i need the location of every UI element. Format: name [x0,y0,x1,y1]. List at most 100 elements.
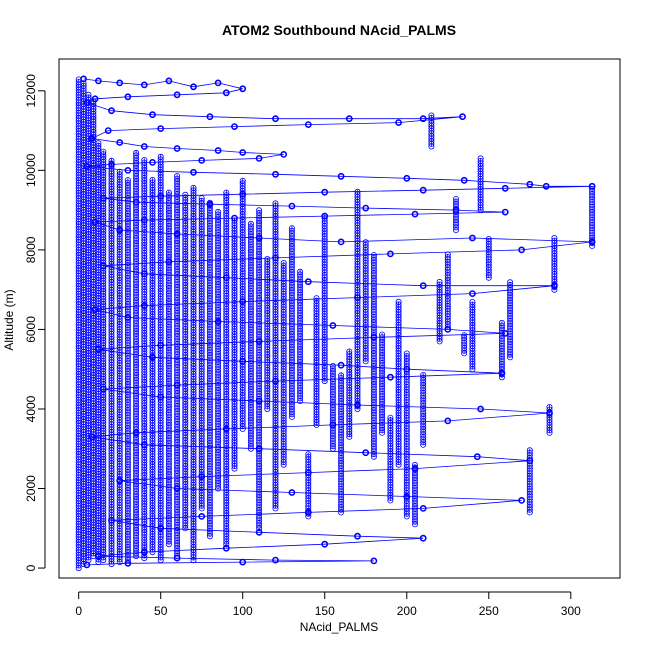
profile-point [85,94,92,101]
profile-column [420,371,427,448]
data-point [329,322,337,329]
data-point [149,158,156,166]
data-point [198,156,206,164]
profile-point [80,80,87,87]
data-point [321,188,329,196]
profile-column [116,168,123,566]
data-point [116,79,124,87]
data-point [140,81,148,89]
data-point [255,528,263,536]
data-point [104,127,112,134]
data-point [173,91,181,99]
data-point [239,149,247,156]
y-axis-label: Altitude (m) [2,289,16,350]
profile-column [215,208,222,492]
data-point [214,79,222,87]
profile-point [108,157,115,164]
profile-column [75,76,82,572]
data-point [255,154,263,162]
data-point [231,123,238,130]
data-point [288,202,296,210]
profile-point [165,189,172,196]
profile-column [313,295,320,428]
data-point [222,89,230,97]
data-point [272,556,279,564]
data-point [198,513,206,520]
profile-column [444,251,451,333]
data-point [501,208,509,216]
profile-column [206,199,213,540]
profile-column [85,91,92,564]
data-point [95,77,102,85]
data-point [321,540,329,548]
data-point [370,557,378,565]
data-point [272,115,279,123]
profile-column [288,225,295,420]
profile-column [174,173,181,560]
data-point [173,145,181,152]
profile-column [165,189,172,548]
data-point [140,143,148,150]
profile-point [108,160,115,167]
profile-column [395,298,402,468]
data-point [337,238,345,246]
data-point [411,210,419,218]
data-point [362,449,370,457]
data-point [468,290,476,297]
data-point [165,77,173,85]
data-point [222,544,230,552]
profile-point [141,159,148,166]
data-point [419,504,427,512]
data-point [190,83,197,91]
data-point [288,489,296,496]
data-point [419,534,427,542]
profile-point [90,98,97,105]
data-point [108,107,115,115]
profile-point [116,171,123,178]
profile-column [411,461,418,528]
profile-point [90,100,97,107]
profile-column [338,372,345,516]
data-point [337,172,345,180]
data-point [124,93,132,101]
profile-column [124,177,131,564]
data-point [304,278,312,286]
data-point [444,417,452,425]
profile-point [124,177,131,184]
data-point [477,405,484,413]
profile-column [403,350,410,520]
x-axis-label: NAcid_PALMS [300,620,378,634]
profile-column [108,157,115,568]
data-point [190,168,197,176]
profile-point [133,152,140,159]
data-point [419,186,427,194]
profile-column [149,176,156,556]
data-point [501,184,509,192]
data-point [272,170,279,178]
data-layer [75,75,596,572]
profile-column [100,148,107,564]
data-point [403,174,411,182]
data-point [206,113,214,121]
profile-column [133,149,140,560]
profile-column [182,191,189,532]
data-point [395,119,402,126]
data-point [542,182,550,190]
profile-column [436,278,443,345]
profile-point [100,148,107,155]
data-point [518,496,525,504]
profile-point [80,82,87,89]
data-point [518,246,525,254]
data-point [149,111,156,119]
profile-point [85,91,92,98]
profile-point [157,153,164,160]
data-point [214,147,222,154]
data-point [419,115,427,123]
profile-point [165,192,172,199]
profile-point [141,156,148,163]
profile-point [157,156,164,163]
data-point [386,250,394,258]
data-point [526,180,534,188]
profile-column [141,156,148,562]
